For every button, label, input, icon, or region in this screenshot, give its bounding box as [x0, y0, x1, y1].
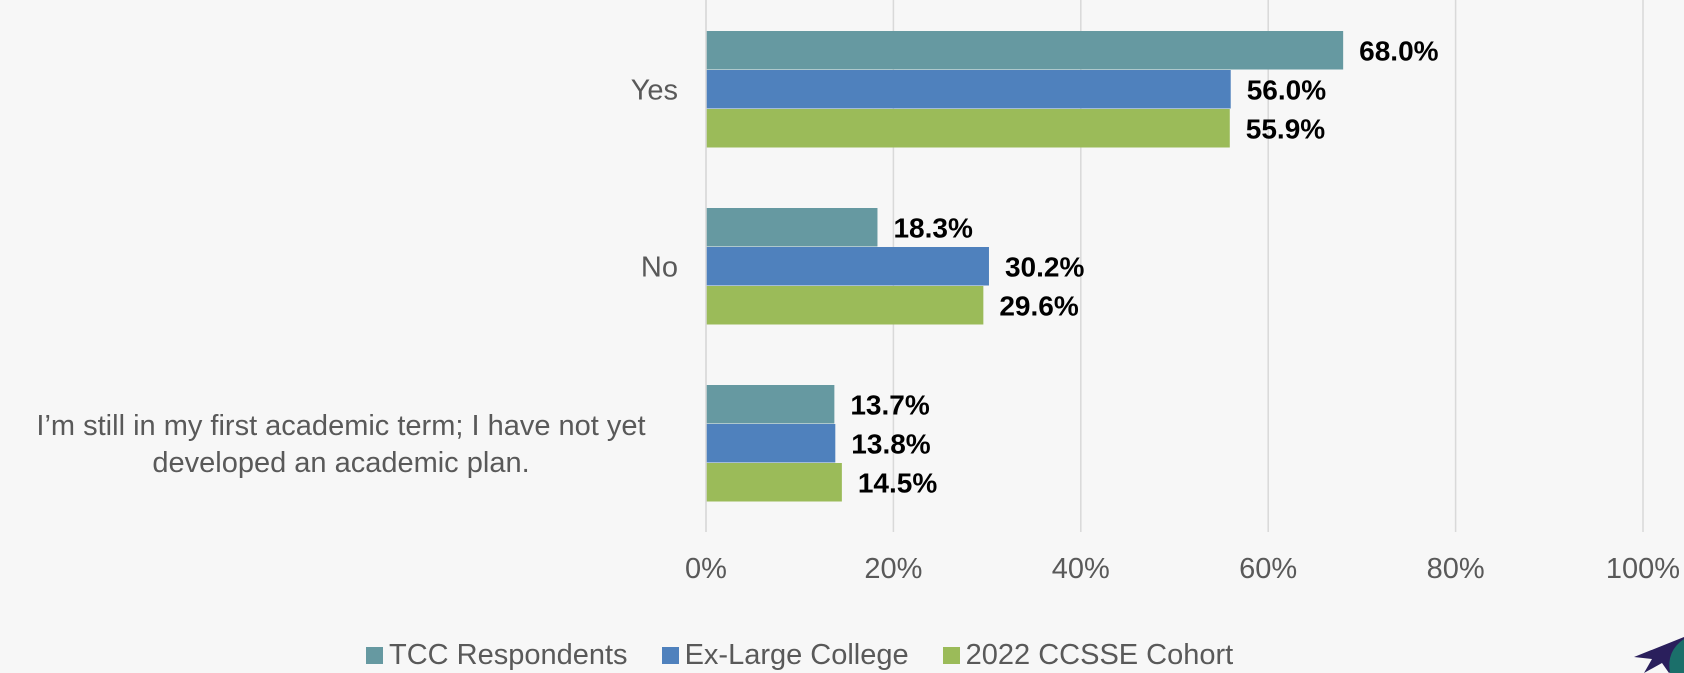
legend: TCC Respondents Ex-Large College 2022 CC…: [366, 638, 1267, 673]
bar: [706, 70, 1231, 109]
data-label: 56.0%: [1247, 75, 1326, 106]
category-label: I’m still in my first academic term; I h…: [36, 410, 645, 479]
data-label: 29.6%: [999, 291, 1078, 322]
bar: [706, 109, 1230, 148]
legend-label: TCC Respondents: [389, 639, 628, 671]
x-tick-label: 20%: [864, 553, 922, 585]
x-tick-label: 0%: [685, 553, 727, 585]
category-label: Yes: [631, 75, 678, 107]
x-tick-label: 100%: [1606, 553, 1680, 585]
bar: [706, 247, 989, 286]
data-label: 18.3%: [893, 213, 972, 244]
category-label-line: No: [641, 252, 678, 284]
data-label: 13.8%: [851, 429, 930, 460]
legend-swatch: [366, 647, 383, 664]
category-label-line: I’m still in my first academic term; I h…: [36, 410, 645, 442]
bar: [706, 385, 835, 424]
bar: [706, 286, 984, 325]
x-tick-label: 40%: [1052, 553, 1110, 585]
legend-swatch: [661, 647, 679, 664]
legend-label: Ex-Large College: [684, 639, 909, 671]
data-label: 55.9%: [1246, 114, 1325, 145]
bar: [706, 208, 878, 247]
data-label: 13.7%: [850, 390, 929, 421]
category-label-line: developed an academic plan.: [152, 447, 529, 479]
legend-label: 2022 CCSSE Cohort: [965, 639, 1234, 671]
category-label-line: Yes: [631, 75, 678, 107]
category-label: No: [641, 252, 678, 284]
data-label: 68.0%: [1359, 36, 1438, 67]
bar: [706, 424, 836, 463]
data-label: 30.2%: [1005, 252, 1084, 283]
bar: [706, 463, 842, 502]
legend-item-tcc-respondents: TCC Respondents: [366, 639, 628, 672]
x-tick-label: 80%: [1427, 553, 1485, 585]
legend-item-ccsse-cohort: 2022 CCSSE Cohort: [942, 639, 1234, 672]
data-label: 14.5%: [858, 468, 937, 499]
legend-item-ex-large-college: Ex-Large College: [661, 639, 909, 672]
star-logo-icon: [1574, 625, 1684, 673]
legend-swatch: [942, 647, 960, 664]
bar: [706, 31, 1344, 70]
x-tick-label: 60%: [1239, 553, 1297, 585]
